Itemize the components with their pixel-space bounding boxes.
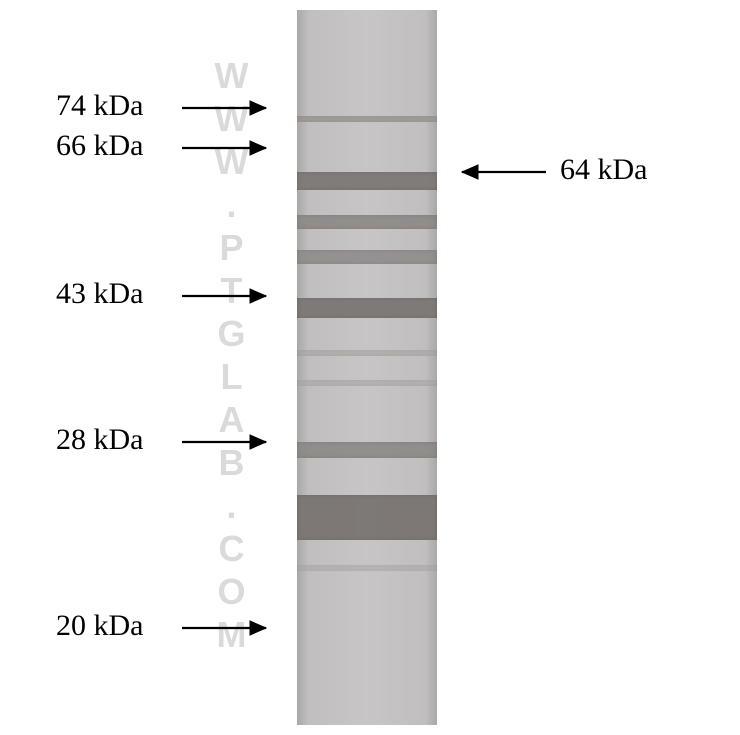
- left-marker-label: 28 kDa: [56, 423, 143, 457]
- gel-image-container: { "figure": { "type": "gel-electrophores…: [0, 0, 740, 735]
- left-marker-label: 66 kDa: [56, 129, 143, 163]
- left-marker-label: 20 kDa: [56, 609, 143, 643]
- right-marker-label: 64 kDa: [560, 153, 647, 187]
- left-marker-label: 74 kDa: [56, 89, 143, 123]
- left-marker-label: 43 kDa: [56, 277, 143, 311]
